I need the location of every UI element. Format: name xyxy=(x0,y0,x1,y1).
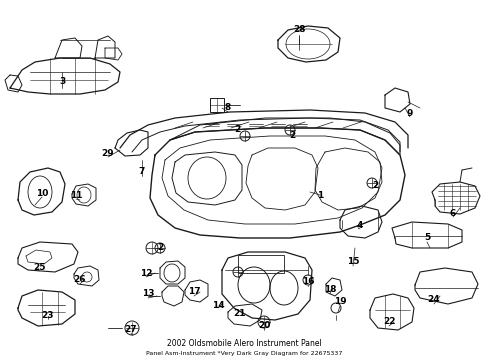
Text: 14: 14 xyxy=(211,302,224,310)
Text: 19: 19 xyxy=(333,297,346,306)
Text: 21: 21 xyxy=(233,310,246,319)
Text: 20: 20 xyxy=(257,321,270,330)
Text: 24: 24 xyxy=(427,296,439,305)
Text: 29: 29 xyxy=(102,148,114,158)
Text: 9: 9 xyxy=(406,108,412,117)
Text: 28: 28 xyxy=(292,26,305,35)
Text: 2: 2 xyxy=(288,131,295,140)
Text: 6: 6 xyxy=(449,208,455,217)
Text: 11: 11 xyxy=(70,190,82,199)
Text: 23: 23 xyxy=(41,310,54,320)
Text: 1: 1 xyxy=(316,190,323,199)
Text: 8: 8 xyxy=(224,103,231,112)
Text: 7: 7 xyxy=(139,167,145,176)
Text: Panel Asm-Instrument *Very Dark Gray Diagram for 22675337: Panel Asm-Instrument *Very Dark Gray Dia… xyxy=(146,351,342,356)
Bar xyxy=(209,98,224,112)
Text: 25: 25 xyxy=(33,262,45,271)
Text: 18: 18 xyxy=(323,285,336,294)
Text: 3: 3 xyxy=(59,77,65,86)
Text: 5: 5 xyxy=(423,234,429,243)
Bar xyxy=(238,255,284,273)
Text: 26: 26 xyxy=(74,275,86,284)
Text: 27: 27 xyxy=(124,324,137,333)
Text: 15: 15 xyxy=(346,257,359,266)
Text: 17: 17 xyxy=(187,288,200,297)
Text: 22: 22 xyxy=(382,318,394,327)
Text: 2002 Oldsmobile Alero Instrument Panel: 2002 Oldsmobile Alero Instrument Panel xyxy=(167,339,321,348)
Text: 4: 4 xyxy=(356,220,363,230)
Text: 13: 13 xyxy=(142,289,154,298)
Text: 2: 2 xyxy=(233,126,240,135)
Text: 16: 16 xyxy=(301,278,314,287)
Text: 10: 10 xyxy=(36,189,48,198)
Text: 12: 12 xyxy=(140,269,152,278)
Text: 2: 2 xyxy=(371,180,377,189)
Text: 2: 2 xyxy=(157,243,163,252)
